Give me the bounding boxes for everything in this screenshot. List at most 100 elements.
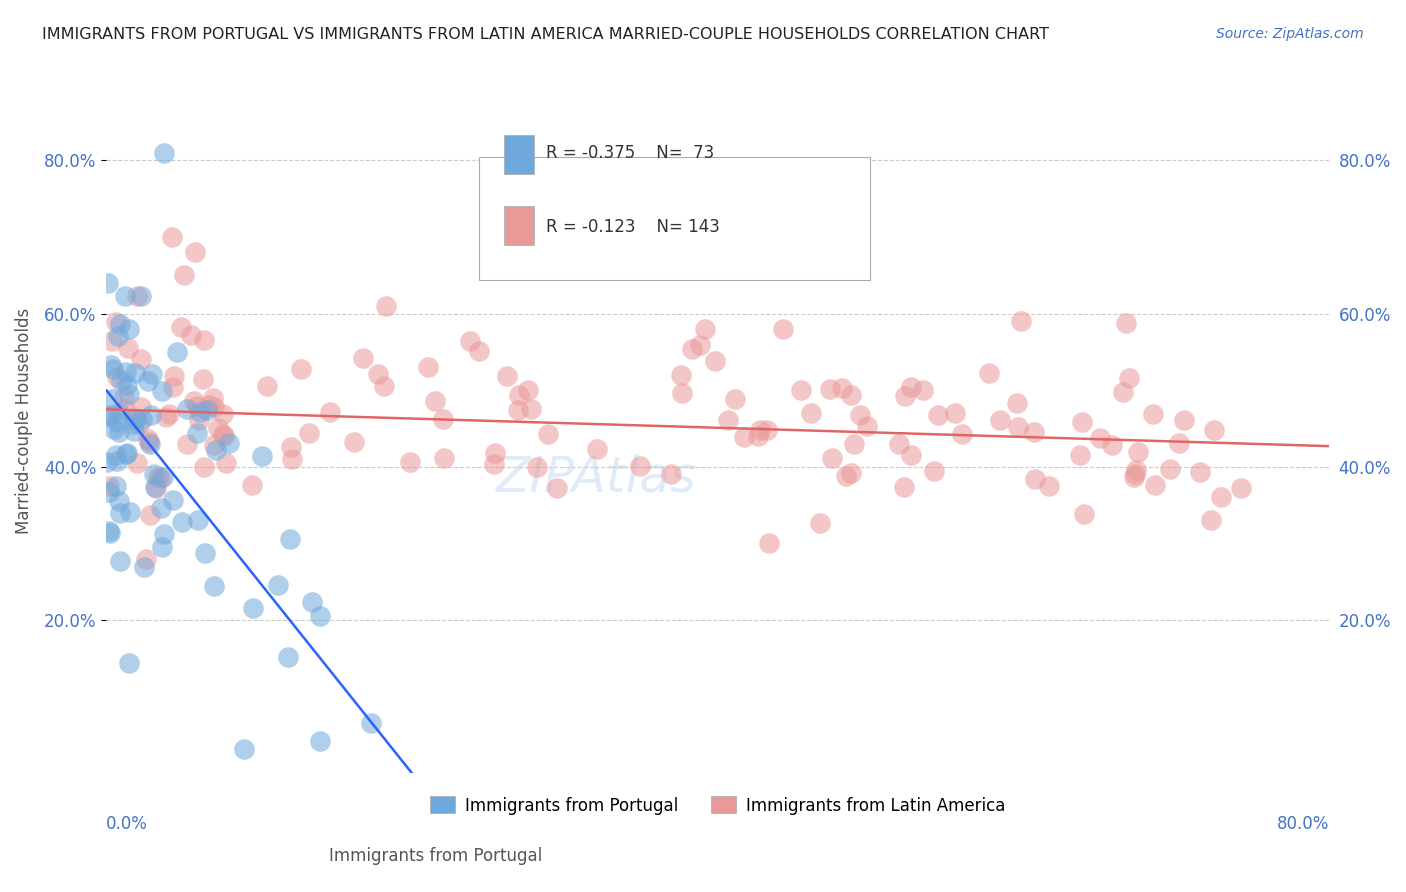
Point xyxy=(150,540,173,554)
Point xyxy=(855,419,877,434)
Point xyxy=(202,401,225,415)
Point xyxy=(352,351,374,366)
Bar xyxy=(503,136,534,174)
Point xyxy=(900,380,922,394)
Point xyxy=(308,609,330,624)
Point xyxy=(900,448,922,462)
Point xyxy=(950,427,973,442)
Point xyxy=(114,447,136,461)
Point xyxy=(546,481,568,495)
Point xyxy=(97,277,120,291)
Point xyxy=(508,388,530,402)
Point xyxy=(233,741,256,756)
Point xyxy=(191,371,214,385)
Point xyxy=(100,408,122,422)
Point xyxy=(141,408,163,422)
Point xyxy=(659,467,682,482)
Point xyxy=(117,387,139,401)
Point xyxy=(170,319,193,334)
Point xyxy=(114,402,136,417)
Point xyxy=(129,352,152,367)
Point xyxy=(101,392,124,406)
Point xyxy=(183,394,205,409)
Point xyxy=(278,532,301,546)
Point xyxy=(309,734,332,748)
Point xyxy=(433,450,456,465)
Point xyxy=(495,368,517,383)
Point xyxy=(186,513,208,527)
Point xyxy=(893,480,915,494)
Point xyxy=(432,412,454,426)
Point xyxy=(1118,371,1140,385)
Point xyxy=(319,405,342,419)
Point xyxy=(927,409,949,423)
Point xyxy=(152,527,174,541)
Point xyxy=(1101,438,1123,452)
Point xyxy=(145,481,167,495)
Point xyxy=(242,600,264,615)
Point xyxy=(1159,461,1181,475)
Point xyxy=(689,338,711,352)
Point xyxy=(149,471,172,485)
Point xyxy=(1069,448,1091,462)
Point xyxy=(193,333,215,347)
Point xyxy=(1173,412,1195,426)
Point xyxy=(125,456,148,470)
Point xyxy=(399,455,422,469)
Point xyxy=(375,299,398,313)
Point xyxy=(1073,507,1095,521)
Point xyxy=(132,560,155,574)
Point xyxy=(808,516,831,530)
Point xyxy=(1088,431,1111,445)
Point xyxy=(516,383,538,397)
Point xyxy=(839,388,862,402)
Point xyxy=(849,408,872,422)
Point xyxy=(1038,479,1060,493)
Point xyxy=(150,384,173,398)
Point xyxy=(207,421,229,435)
Point xyxy=(97,409,120,424)
Point xyxy=(138,434,160,449)
Point xyxy=(98,485,121,500)
Point xyxy=(839,466,862,480)
Point xyxy=(1211,490,1233,504)
Point xyxy=(1112,384,1135,399)
Point xyxy=(162,230,184,244)
Point xyxy=(110,374,132,388)
Point xyxy=(163,368,186,383)
Point xyxy=(280,452,302,467)
Point xyxy=(212,426,235,441)
Point xyxy=(290,362,312,376)
Point xyxy=(628,459,651,474)
Bar xyxy=(503,206,534,244)
Point xyxy=(170,515,193,529)
Point xyxy=(1115,316,1137,330)
Point xyxy=(1142,407,1164,421)
Point xyxy=(1128,444,1150,458)
Point xyxy=(162,379,184,393)
Point xyxy=(115,365,138,379)
Point xyxy=(671,386,693,401)
Point xyxy=(842,436,865,450)
Point xyxy=(188,405,211,419)
Point xyxy=(125,411,148,425)
Point xyxy=(98,526,121,541)
Point xyxy=(202,391,225,405)
Point xyxy=(136,432,159,446)
Point xyxy=(146,470,169,484)
Text: R = -0.123    N= 143: R = -0.123 N= 143 xyxy=(547,218,720,236)
Point xyxy=(256,379,278,393)
Point xyxy=(988,413,1011,427)
Point xyxy=(129,289,152,303)
Point xyxy=(105,415,128,429)
Point xyxy=(194,546,217,560)
Point xyxy=(758,536,780,550)
Point xyxy=(280,440,302,454)
Text: ZIPAtlas: ZIPAtlas xyxy=(495,453,696,501)
Point xyxy=(924,464,946,478)
Point xyxy=(1022,425,1045,439)
Point xyxy=(717,413,740,427)
Point xyxy=(128,417,150,431)
Text: Immigrants from Portugal: Immigrants from Portugal xyxy=(329,847,543,865)
Point xyxy=(104,479,127,493)
